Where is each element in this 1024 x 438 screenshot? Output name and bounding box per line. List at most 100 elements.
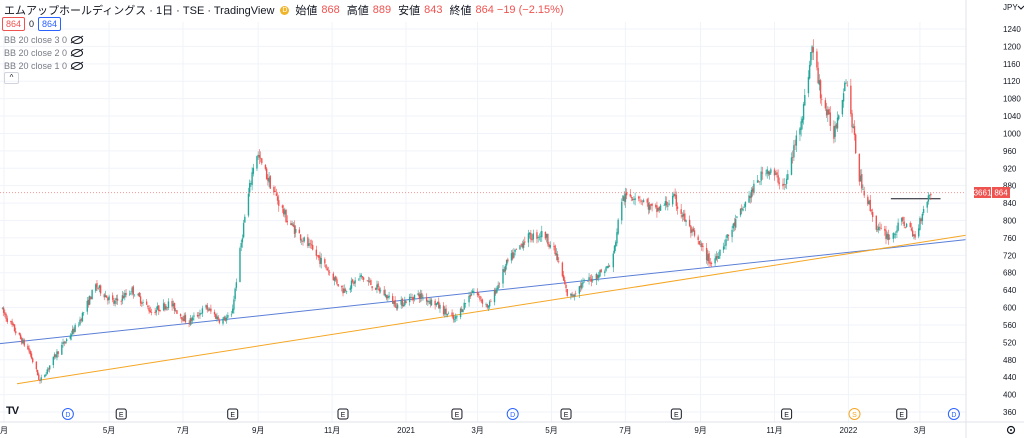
event-marker-e[interactable]: E	[227, 408, 239, 420]
event-marker-e[interactable]: E	[115, 408, 127, 420]
y-tick-label: 1040	[1003, 112, 1021, 121]
candle-body	[171, 300, 173, 307]
candle-body	[875, 215, 878, 230]
candle-body	[759, 181, 761, 182]
indicator-bb-2[interactable]: BB 20 close 2 0	[4, 48, 84, 58]
candle-body	[733, 222, 736, 227]
y-tick-label: 1000	[1003, 129, 1021, 138]
candle-body	[685, 220, 687, 222]
candle-body	[53, 354, 56, 358]
candle-body	[99, 285, 102, 294]
settings-gear-icon[interactable]	[1006, 425, 1016, 435]
y-tick-label: 720	[1003, 251, 1017, 260]
x-axis[interactable]: 月 5月 7月 9月 11月 2021 3月 5月 7月 9月 11月 2022 3月	[0, 426, 926, 435]
candle-body	[528, 232, 531, 235]
candle-body	[926, 201, 928, 208]
candle-body	[32, 358, 34, 363]
event-label: D	[510, 412, 515, 419]
candle-body	[15, 331, 17, 334]
candle-body	[862, 189, 864, 190]
candle-body	[74, 325, 76, 332]
candle-body	[216, 316, 218, 320]
candle-body	[902, 217, 904, 221]
trendline-blue[interactable]	[0, 239, 967, 345]
candle-body	[520, 244, 522, 245]
event-marker-e[interactable]: E	[781, 408, 793, 420]
event-marker-e[interactable]: E	[560, 408, 572, 420]
x-tick-label: 7月	[177, 426, 189, 435]
event-marker-e[interactable]: E	[451, 408, 463, 420]
candle-body	[124, 292, 126, 298]
x-tick-label: 月	[0, 426, 8, 435]
event-marker-d[interactable]: D	[61, 408, 74, 420]
candle-body	[22, 339, 24, 344]
indicator-bb-1[interactable]: BB 20 close 1 0	[4, 61, 84, 71]
y-tick-label: 840	[1003, 199, 1017, 208]
market-status-icon[interactable]: D	[280, 5, 290, 15]
candle-body	[298, 229, 301, 234]
candle-body	[886, 233, 888, 239]
event-marker-d[interactable]: D	[506, 408, 519, 420]
candle-body	[318, 255, 320, 258]
candle-body	[647, 202, 650, 210]
trendline-orange[interactable]	[16, 234, 967, 385]
candle-body	[690, 225, 692, 234]
candle-body	[225, 317, 228, 321]
indicator-bb-3[interactable]: BB 20 close 3 0	[4, 35, 84, 45]
currency-menu[interactable]: JPY	[1003, 3, 1024, 12]
eye-hidden-icon[interactable]	[71, 62, 84, 70]
candle-body	[656, 205, 658, 213]
sell-button[interactable]: 864	[2, 17, 26, 31]
candle-body	[182, 318, 184, 321]
candle-body	[470, 294, 473, 296]
event-marker-s[interactable]: S	[848, 408, 861, 420]
candle-body	[419, 293, 422, 299]
candle-body	[138, 292, 141, 297]
candle-body	[539, 236, 542, 238]
candle-body	[549, 244, 551, 248]
candle-body	[176, 310, 178, 314]
eye-hidden-icon[interactable]	[71, 36, 84, 44]
candle-body	[88, 295, 91, 305]
candle-body	[247, 193, 250, 216]
event-marker-e[interactable]: E	[337, 408, 349, 420]
candle-body	[812, 47, 814, 53]
buy-button[interactable]: 864	[38, 17, 62, 31]
candle-body	[471, 290, 474, 293]
event-label: S	[852, 412, 857, 419]
candle-body	[282, 208, 285, 215]
candle-body	[291, 223, 293, 225]
candle-body	[132, 286, 135, 295]
candle-body	[383, 289, 385, 296]
candle-body	[928, 194, 931, 196]
candle-body	[341, 285, 343, 288]
collapse-legend-button[interactable]: ^	[4, 72, 19, 84]
event-marker-e[interactable]: E	[670, 408, 682, 420]
candle-body	[343, 288, 345, 293]
eye-hidden-icon[interactable]	[71, 49, 84, 57]
candle-body	[207, 309, 210, 311]
y-axis[interactable]: 360 400 440 480 520 560 600 640 680 720 760 800 840 8…	[1003, 25, 1021, 417]
candle-body	[105, 295, 108, 298]
candle-body	[919, 217, 921, 230]
candle-body	[130, 293, 132, 295]
candle-body	[836, 117, 839, 129]
candle-body	[464, 303, 467, 304]
candle-body	[562, 275, 565, 281]
event-marker-e[interactable]: E	[896, 408, 908, 420]
event-marker-d[interactable]: D	[947, 408, 960, 420]
candle-body	[650, 204, 652, 206]
candle-body	[165, 306, 167, 310]
candle-body	[608, 265, 611, 267]
candle-body	[914, 234, 916, 238]
candle-body	[810, 52, 812, 65]
candle-body	[766, 169, 768, 174]
candle-body	[45, 374, 47, 376]
candle-body	[1, 308, 4, 309]
candle-body	[671, 195, 674, 205]
candle-body	[35, 361, 38, 370]
candle-body	[612, 253, 614, 268]
candle-body	[519, 245, 521, 250]
candle-body	[892, 233, 894, 239]
